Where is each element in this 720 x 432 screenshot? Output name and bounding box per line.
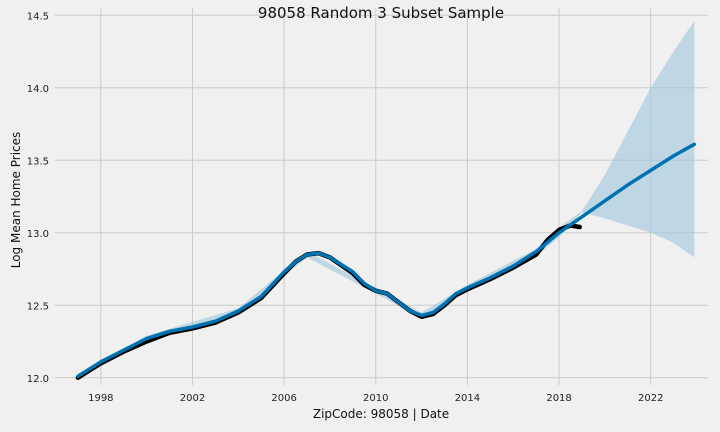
grid <box>55 8 708 385</box>
x-tick-label: 2022 <box>638 393 663 404</box>
series-lines <box>75 142 697 380</box>
x-tick-label: 2014 <box>455 393 480 404</box>
x-tick-label: 2018 <box>546 393 571 404</box>
y-axis-label: Log Mean Home Prices <box>9 132 23 269</box>
x-tick-label: 2006 <box>271 393 296 404</box>
y-tick-label: 14.5 <box>27 11 49 22</box>
y-tick-label: 12.5 <box>27 301 49 312</box>
chart-title: 98058 Random 3 Subset Sample <box>258 4 504 22</box>
y-tick-label: 13.5 <box>27 156 49 167</box>
x-axis-label: ZipCode: 98058 | Date <box>313 407 449 421</box>
forecast-line <box>76 142 697 379</box>
y-tick-label: 12.0 <box>27 374 49 385</box>
y-tick-label: 14.0 <box>27 84 49 95</box>
x-tick-label: 1998 <box>88 393 113 404</box>
x-tick-label: 2002 <box>180 393 205 404</box>
tick-labels: 1998 2002 2006 2010 2014 2018 2022 12.0 12.5 13.0… <box>27 11 664 404</box>
y-tick-label: 13.0 <box>27 229 49 240</box>
x-tick-label: 2010 <box>363 393 388 404</box>
